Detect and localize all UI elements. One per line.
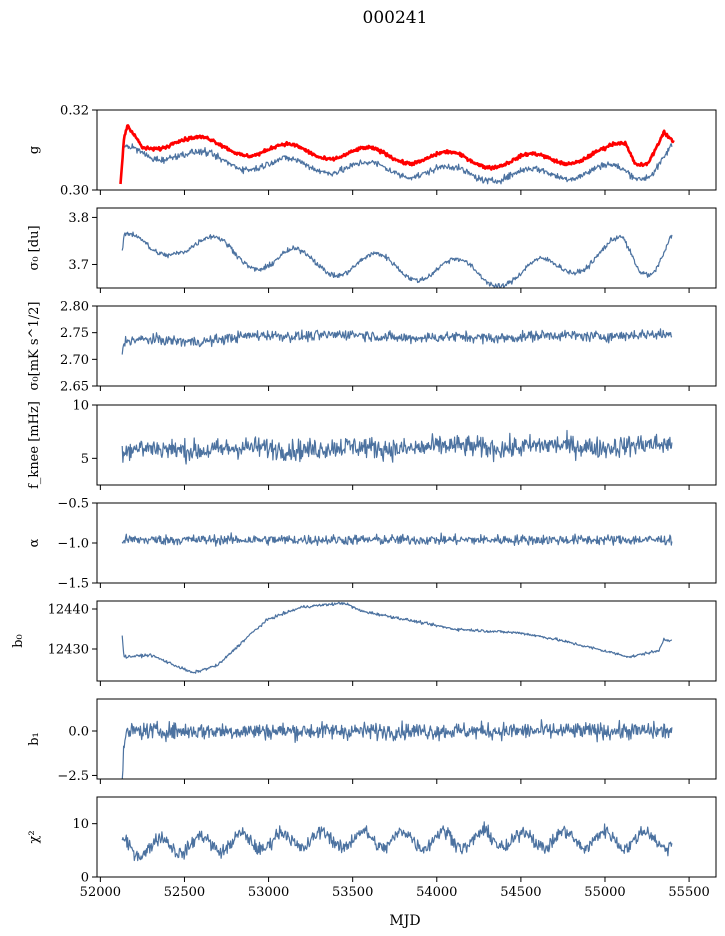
plot-frame [96, 796, 717, 878]
series-line-4-1 [121, 429, 673, 465]
y-tick-label: 2.75 [60, 326, 89, 341]
y-tick-label: 12440 [48, 603, 89, 618]
y-tick-label: −1.5 [57, 577, 89, 592]
series-line-1-1 [121, 143, 673, 185]
y-axis-label: f_knee [mHz] [27, 401, 42, 489]
plot-frame [96, 698, 717, 780]
series-line-3-1 [121, 328, 673, 355]
y-tick-label: −1.0 [57, 537, 89, 552]
y-tick-label: 0.30 [60, 184, 89, 199]
panel-7: −2.5 0.0 b₁ [27, 698, 717, 784]
y-tick-label: 2.65 [60, 380, 89, 395]
y-axis-label: χ² [27, 830, 42, 843]
series-line-5-1 [121, 532, 673, 547]
panel-6: 12430 12440 b₀ [11, 600, 717, 686]
y-tick-label: 10 [72, 817, 89, 832]
plot-frame [96, 600, 717, 682]
panel-1: 0.30 0.32 g [27, 104, 717, 199]
y-axis-label: g [27, 146, 42, 154]
series-line-1-2 [119, 124, 675, 185]
figure-title: 000241 [363, 8, 428, 28]
panel-5: −1.5 −1.0 −0.5 α [27, 497, 717, 592]
y-tick-label: 12430 [48, 643, 89, 658]
y-tick-label: 10 [72, 399, 89, 414]
x-tick-label: 52500 [164, 885, 205, 900]
plot-frame [96, 207, 717, 289]
y-axis-label: σ₀ [du] [27, 225, 42, 270]
panel-3: 2.65 2.70 2.75 2.80 σ₀[mK s^1/2] [27, 300, 717, 395]
series-line-8-1 [121, 821, 673, 862]
x-tick-label: 54500 [500, 885, 541, 900]
series-line-7-1 [121, 719, 673, 779]
plot-frame [96, 404, 717, 486]
plot-frame [96, 109, 717, 191]
y-tick-label: 2.80 [60, 300, 89, 315]
panels: 0.30 0.32 g 3.7 3.8 σ₀ [du] 2.65 2.70 2.75 2.80 σ₀… [11, 104, 717, 900]
y-axis-label: σ₀[mK s^1/2] [27, 302, 42, 391]
panel-4: 5 10 f_knee [mHz] [27, 399, 717, 490]
x-axis-label: MJD [389, 913, 420, 929]
y-tick-label: 0.0 [68, 725, 89, 740]
y-tick-label: 2.70 [60, 353, 89, 368]
panel-2: 3.7 3.8 σ₀ [du] [27, 207, 717, 293]
plot-frame [96, 502, 717, 584]
y-axis-label: α [27, 538, 42, 547]
series-line-6-1 [121, 601, 673, 674]
y-tick-label: −0.5 [57, 497, 89, 512]
y-tick-label: 3.7 [68, 258, 89, 273]
x-tick-label: 53500 [332, 885, 373, 900]
plot-frame [96, 305, 717, 387]
series-line-2-1 [121, 231, 673, 288]
y-tick-label: 3.8 [68, 211, 89, 226]
y-tick-label: 0.32 [60, 104, 89, 119]
x-tick-label: 52000 [80, 885, 121, 900]
x-tick-label: 55000 [584, 885, 625, 900]
y-axis-label: b₀ [11, 634, 26, 648]
y-tick-label: 0 [81, 871, 89, 886]
y-axis-label: b₁ [27, 732, 42, 746]
panel-8: 0 10 52000 52500 53000 53500 54000 54500 55000 55… [27, 796, 717, 900]
x-tick-label: 55500 [668, 885, 709, 900]
y-tick-label: −2.5 [57, 769, 89, 784]
x-tick-label: 53000 [248, 885, 289, 900]
y-tick-label: 5 [81, 452, 89, 467]
x-tick-label: 54000 [416, 885, 457, 900]
